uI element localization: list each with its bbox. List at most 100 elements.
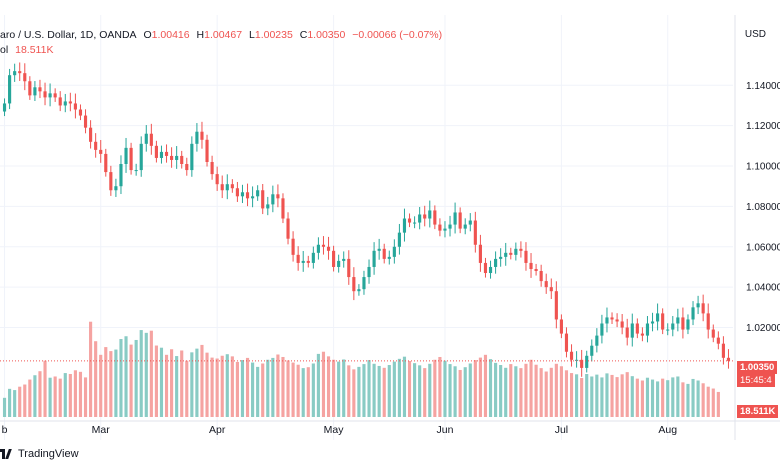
legend-symbol: aro / U.S. Dollar, 1D, OANDA (0, 29, 137, 41)
candle-body (94, 141, 98, 150)
x-tick-label: Mar (92, 424, 111, 436)
tradingview-logo[interactable]: TradingView (0, 448, 79, 460)
volume-bar (524, 363, 528, 417)
candle-body (691, 307, 695, 320)
volume-tag: 18.511K (737, 405, 779, 418)
candle-body (301, 260, 305, 263)
volume-bar (109, 351, 113, 417)
volume-bar (615, 377, 619, 417)
candle-body (514, 248, 518, 255)
volume-bar (38, 371, 42, 417)
candle-body (600, 323, 604, 336)
volume-bar (180, 350, 184, 417)
candle-body (595, 335, 599, 346)
currency-label[interactable]: USD (744, 29, 766, 40)
candle-body (372, 250, 376, 267)
volume-bar (671, 377, 675, 417)
y-tick-label: 1.04000 (746, 283, 780, 294)
candle-body (554, 291, 558, 320)
candle-body (463, 224, 467, 229)
candle-body (149, 133, 153, 146)
y-tick-label: 1.10000 (746, 162, 780, 173)
candle-body (494, 258, 498, 267)
volume-bar (205, 352, 209, 417)
axes: 1.14000 1.12000 1.10000 1.08000 1.06000 1.040… (0, 15, 780, 440)
candle-body (311, 252, 315, 263)
candle-body (73, 103, 77, 110)
volume-bar (129, 344, 133, 417)
legend-change: −0.00066 (−0.07%) (352, 29, 443, 41)
volume-bar (347, 365, 351, 417)
volume-bar (8, 388, 12, 417)
volume-bar (610, 374, 614, 417)
volume-bar (554, 363, 558, 417)
volume-bar (544, 371, 548, 417)
volume-bar (332, 359, 336, 417)
volume-bar (301, 368, 305, 417)
x-tick-label: Aug (658, 424, 677, 436)
candle-body (251, 196, 255, 199)
candle-body (210, 161, 214, 175)
candle-body (726, 357, 731, 361)
candle-body (645, 323, 650, 336)
candle-body (78, 109, 83, 116)
volume-bar (443, 360, 447, 417)
volume-bar (488, 359, 493, 417)
volume-bar (13, 390, 17, 417)
volume-bar (256, 366, 260, 417)
volume-bar (83, 377, 88, 417)
candle-body (661, 313, 665, 330)
volume-bar (711, 388, 715, 417)
candle-body (104, 153, 108, 173)
volume-bar (514, 366, 518, 417)
volume-bar (220, 355, 224, 417)
candle-body (504, 252, 508, 257)
volume-bar (200, 344, 204, 417)
volume-bar (352, 369, 356, 417)
volume-bar (240, 360, 245, 417)
volume-bar (519, 368, 523, 417)
volume-bar (99, 354, 103, 417)
candle-body (473, 220, 477, 245)
legend-ohlc: aro / U.S. Dollar, 1D, OANDA O1.00416 H1… (0, 29, 442, 41)
volume-bar (595, 374, 599, 417)
candle-body (519, 248, 523, 251)
candle-body (686, 319, 690, 330)
candle-body (635, 323, 639, 334)
candlesticks (2, 62, 731, 377)
candle-body (23, 73, 27, 82)
candle-body (529, 262, 533, 269)
volume-bar (630, 376, 634, 417)
volume-bar (549, 367, 553, 417)
candle-body (357, 289, 361, 292)
legend-high-label: H (196, 29, 205, 41)
y-tick-label: 1.06000 (746, 242, 780, 253)
volume-bar (569, 373, 574, 417)
candle-body (53, 93, 57, 98)
volume-bar (311, 363, 315, 417)
y-tick-label: 1.12000 (746, 121, 780, 132)
candle-body (215, 174, 219, 185)
candle-body (342, 258, 346, 261)
candle-body (362, 277, 366, 290)
volume-bar (448, 364, 452, 417)
candle-body (610, 317, 614, 320)
volume-bar (483, 354, 488, 417)
current-price-tag: 1.00350 (737, 361, 778, 374)
volume-bar (306, 367, 310, 417)
candle-body (585, 355, 589, 368)
volume-bar (190, 352, 194, 417)
candle-body (266, 204, 270, 209)
candle-body (306, 260, 310, 263)
volume-bar (291, 362, 295, 417)
volume-bar (387, 365, 391, 417)
candle-body (443, 228, 447, 231)
volume-bar (104, 347, 108, 417)
candle-body (605, 317, 609, 324)
volume-bar (382, 367, 386, 417)
candle-body (701, 303, 705, 314)
candle-body (387, 256, 391, 259)
candle-body (200, 131, 204, 140)
